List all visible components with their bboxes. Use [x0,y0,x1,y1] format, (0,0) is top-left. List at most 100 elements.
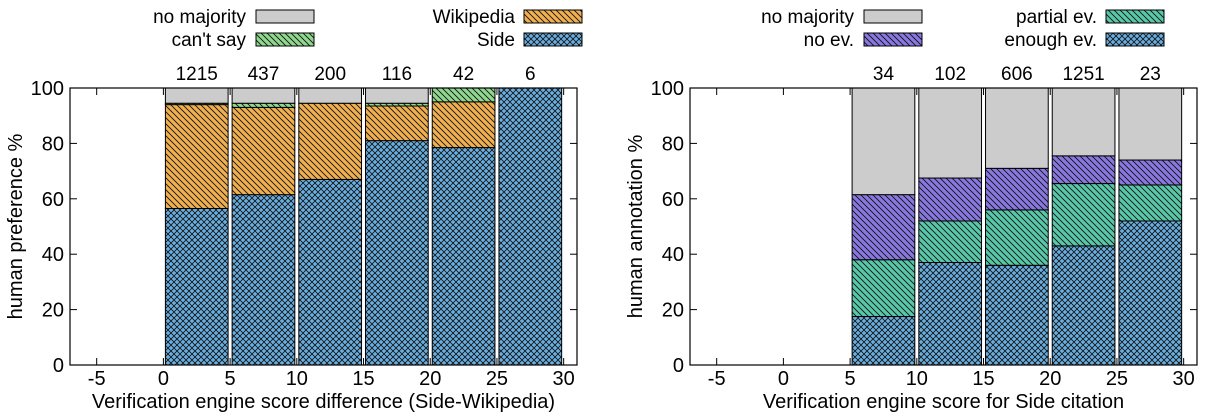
bar-segment-partial_ev [1051,183,1116,247]
x-axis-label: Verification engine score difference (Si… [92,391,555,413]
bar-segment-wikipedia [164,104,229,209]
count-label: 1251 [1062,64,1104,85]
legend-swatch-partial_ev [1105,9,1165,24]
bar-segment-side [164,207,229,366]
x-tick-label: 15 [972,368,994,390]
bar-segment-side [431,147,496,366]
legend-label-no_majority: no majority [761,7,854,28]
bar-segment-cant_say [431,87,496,103]
legend-label-side: Side [477,30,515,51]
bar-segment-wikipedia [431,101,496,149]
x-tick-label: 5 [225,368,236,390]
bar-segment-side [498,87,563,366]
bar-segment-enough_ev [851,316,916,366]
y-tick-label: 0 [673,355,684,377]
y-tick-label: 80 [42,133,64,155]
bar-segment-no_ev [1051,155,1116,185]
bar-segment-no_majority [298,87,363,104]
count-label: 437 [248,64,280,85]
bar-segment-partial_ev [918,220,983,264]
x-tick-label: -5 [88,368,106,390]
bar-segment-no_ev [851,194,916,261]
legend-swatch-no_majority [255,9,315,24]
count-label: 1215 [176,64,218,85]
count-label: 34 [873,64,895,85]
legend-swatch-enough_ev [1105,32,1165,47]
y-tick-label: 100 [31,78,64,100]
x-axis-label: Verification engine score for Side citat… [763,391,1124,413]
x-tick-label: 10 [286,368,308,390]
legend-label-no_ev: no ev. [804,30,854,51]
count-label: 606 [1001,64,1033,85]
bar-segment-wikipedia [231,106,296,196]
bar-segment-partial_ev [851,259,916,318]
x-tick-label: 20 [419,368,441,390]
y-tick-label: 100 [651,78,684,100]
x-tick-label: 25 [1106,368,1128,390]
y-tick-label: 20 [42,300,64,322]
y-tick-label: 40 [42,244,64,266]
plot-frame [689,87,1198,366]
y-tick-label: 60 [42,189,64,211]
legend-swatch-cant_say [255,32,315,47]
bars [851,87,1183,366]
bar-segment-partial_ev [1118,184,1183,222]
bar-segment-no_ev [985,167,1049,211]
bar-segment-no_majority [365,87,429,104]
bar-segment-cant_say [231,102,296,108]
y-axis-label: human annotation % [625,135,647,319]
count-label: 23 [1140,64,1161,85]
x-tick-label: 30 [1173,368,1195,390]
bar-segment-no_majority [1118,87,1183,161]
x-tick-label: 15 [352,368,374,390]
bar-segment-no_majority [985,87,1049,169]
bar-segment-no_majority [918,87,983,179]
bar-segment-enough_ev [1118,220,1183,366]
x-tick-label: 0 [158,368,169,390]
bar-segment-partial_ev [985,209,1049,266]
count-label: 116 [382,64,412,85]
x-tick-label: 0 [778,368,789,390]
x-tick-label: 30 [553,368,575,390]
bar-segment-no_ev [918,177,983,222]
chart-human-annotation: 34 102 606 1251 23 0 20 40 60 80 100 -5 0 5 10 15 20 25 30… [625,7,1198,413]
bar-segment-no_majority [164,87,229,104]
count-label: 42 [453,64,474,85]
y-tick-label: 80 [662,133,684,155]
legend-label-enough_ev: enough ev. [1004,30,1097,51]
bar-segment-side [298,178,363,366]
bar-segment-wikipedia [365,105,429,142]
legend-swatch-side [523,32,583,47]
x-tick-label: 10 [906,368,928,390]
bar-segment-no_ev [1118,159,1183,186]
bar-segment-wikipedia [298,102,363,180]
legend-swatch-wikipedia [523,9,583,24]
y-tick-label: 20 [662,300,684,322]
legend-label-partial_ev: partial ev. [1016,7,1097,28]
count-label: 200 [314,64,346,85]
legend-label-wikipedia: Wikipedia [433,7,516,28]
bar-segment-side [231,194,296,366]
bar-segment-no_majority [231,87,296,104]
legend-swatch-no_majority [863,9,923,24]
legend-label-no_majority: no majority [153,7,246,28]
bar-segment-enough_ev [918,262,983,366]
x-tick-label: 20 [1039,368,1061,390]
count-label: 102 [934,64,966,85]
bar-segment-enough_ev [1051,245,1116,366]
x-tick-label: 25 [486,368,508,390]
bars [164,87,563,366]
y-tick-label: 40 [662,244,684,266]
count-label: 6 [525,64,536,85]
x-tick-label: -5 [708,368,726,390]
bar-segment-no_majority [1051,87,1116,157]
y-tick-label: 0 [53,355,64,377]
bar-segment-side [365,140,429,366]
y-tick-label: 60 [662,189,684,211]
bar-segment-no_majority [851,87,916,196]
y-axis-label: human preference % [5,133,27,319]
